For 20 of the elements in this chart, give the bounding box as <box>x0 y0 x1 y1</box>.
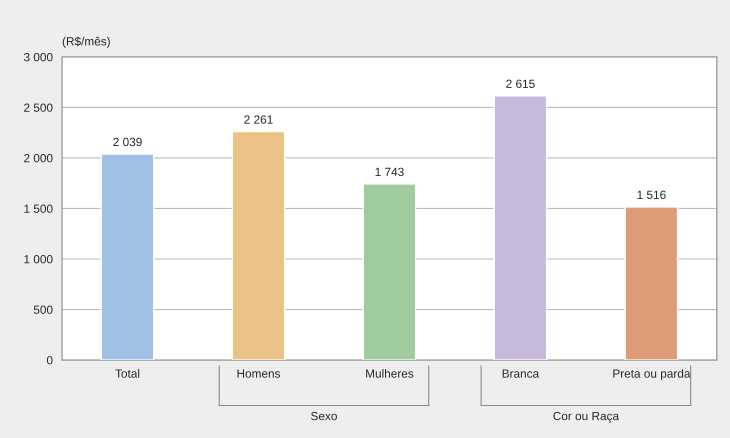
x-tick-label: Mulheres <box>366 369 414 378</box>
data-label: 2 615 <box>506 80 535 88</box>
data-label: 2 039 <box>113 138 142 146</box>
x-tick-label: Total <box>115 369 140 378</box>
x-tick-label: Branca <box>502 369 540 378</box>
y-tick-label: 500 <box>34 306 53 314</box>
y-tick-label: 0 <box>46 356 53 364</box>
y-tick-label: 2 500 <box>24 103 53 112</box>
y-tick-label: 3 000 <box>24 52 53 62</box>
data-label: 2 261 <box>244 115 273 124</box>
data-label: 1 516 <box>638 190 666 199</box>
text: Sexo <box>311 412 337 420</box>
y-axis-title: (R$/mês) <box>62 36 110 48</box>
x-tick-label: Homens <box>237 369 280 378</box>
y-tick-label: 1 000 <box>24 255 53 264</box>
x-tick-label: Preta ou parda <box>613 369 690 380</box>
y-tick-label: 1 500 <box>24 204 53 213</box>
text: Cor ou Raça <box>553 412 620 423</box>
y-tick-label: 2 000 <box>24 154 53 162</box>
data-label: 1 743 <box>376 168 404 176</box>
